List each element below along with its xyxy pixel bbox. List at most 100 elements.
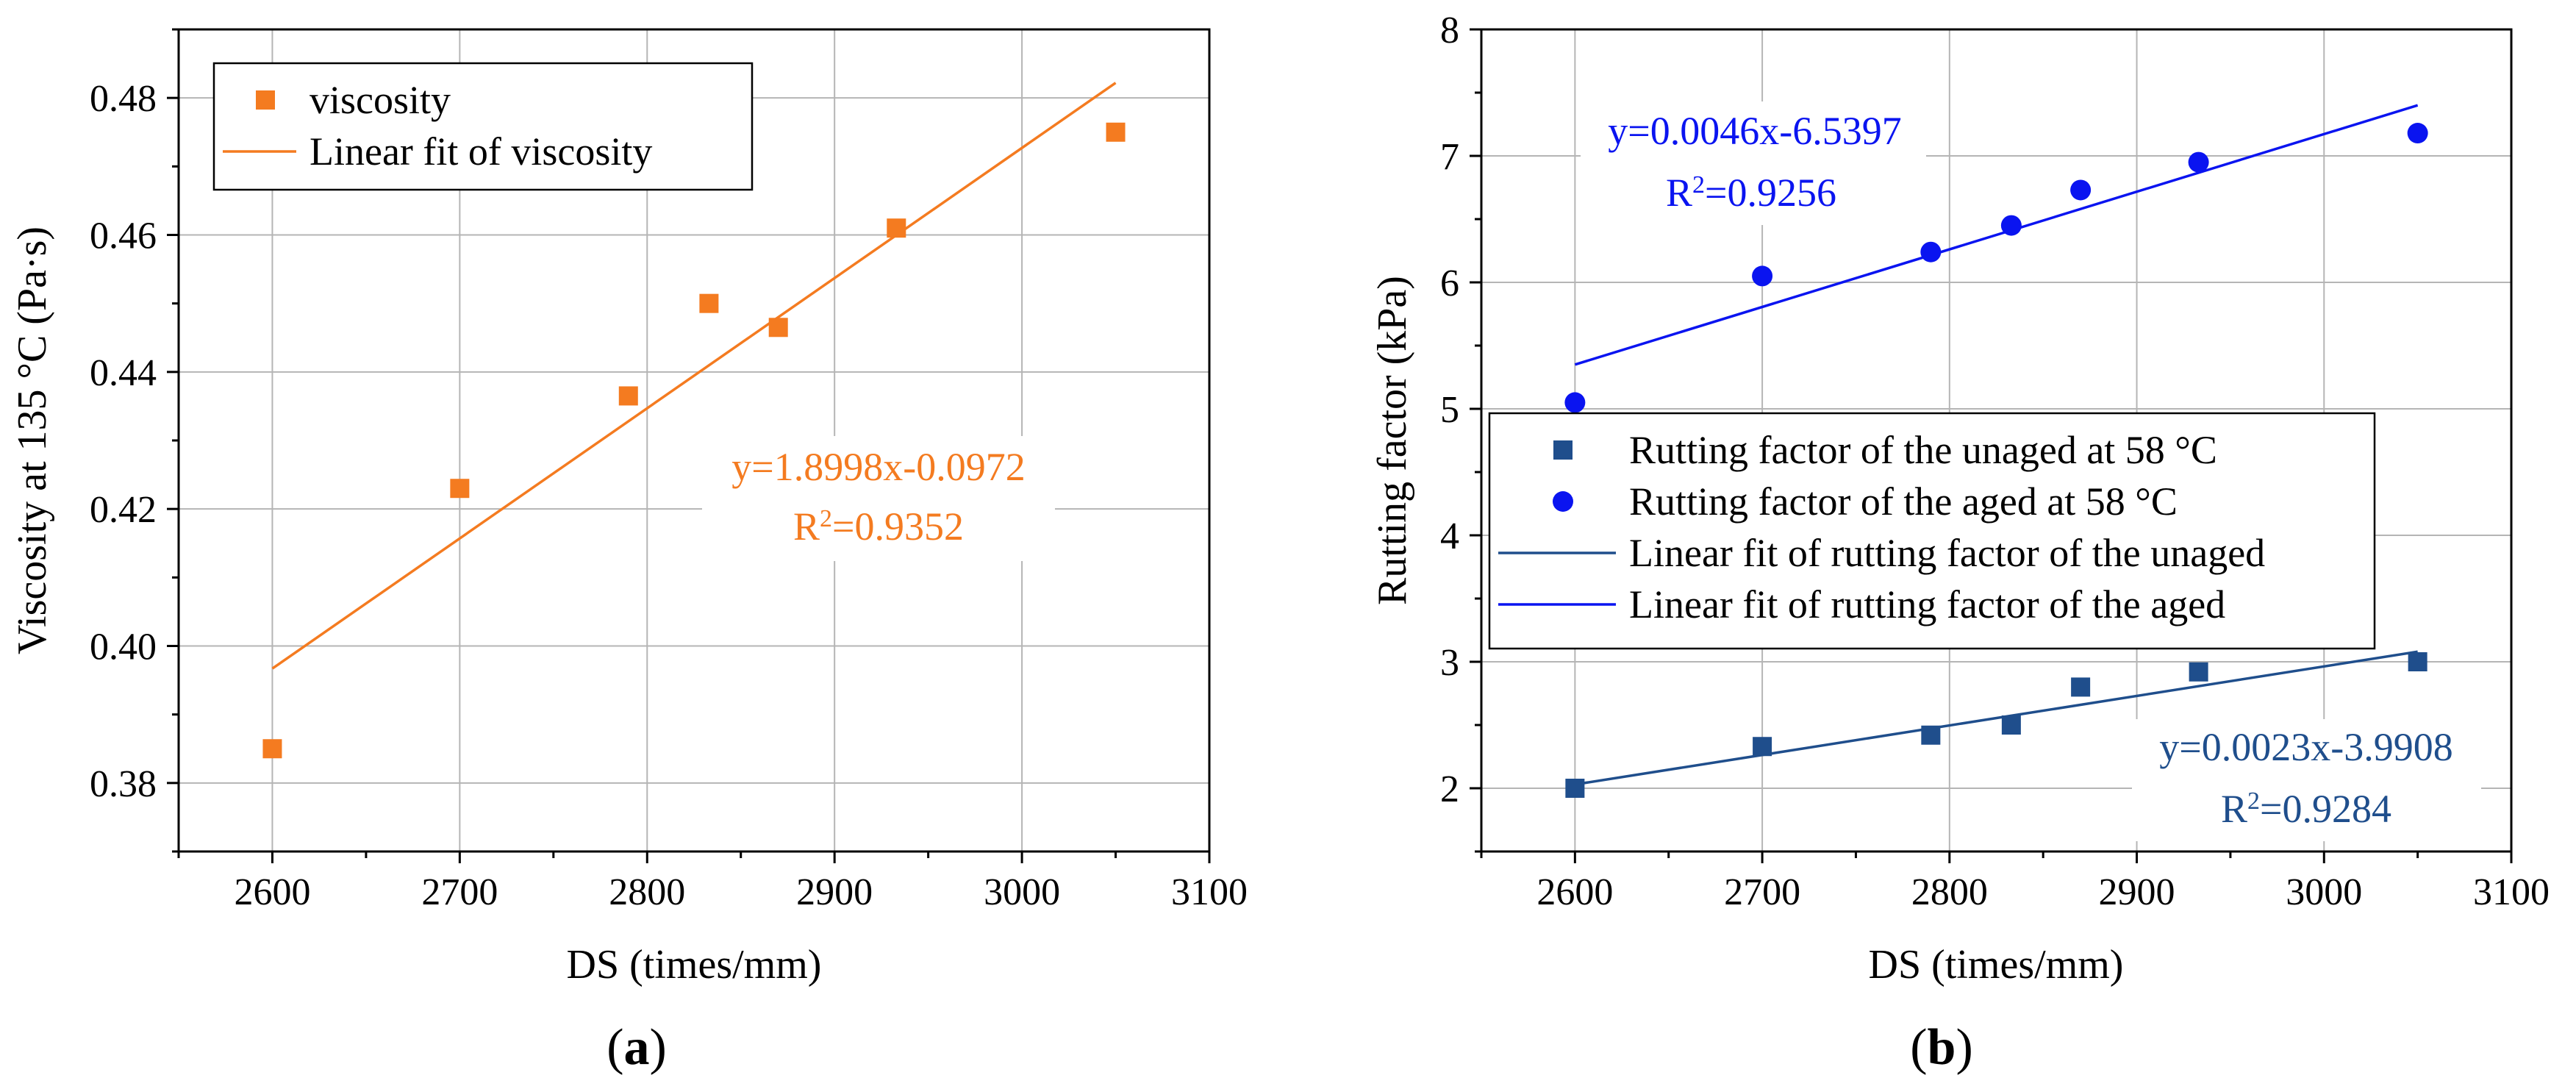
legend-label: Linear fit of rutting factor of the unag… [1629,531,2265,575]
y-tick-label: 3 [1440,642,1459,684]
panel-b-unaged-equation-box [2132,719,2481,841]
panel-b-x-tick-labels: 2600 2700 2800 2900 3000 3100 [1536,871,2550,913]
y-tick-label: 4 [1440,515,1459,557]
x-tick-label: 3000 [2286,871,2362,913]
x-tick-label: 2900 [2099,871,2175,913]
data-point-circle [1752,265,1773,287]
panel-a-equation: y=1.8998x-0.0972 [731,445,1025,489]
panel-b-unaged-r-prefix: R [2221,787,2247,831]
fit-line [1574,104,2419,366]
panel-b-ticks [1470,28,2513,863]
data-point-square [1106,122,1126,142]
panel-a-y-tick-labels: 0.38 0.40 0.42 0.44 0.46 0.48 [90,78,157,805]
x-tick-label: 3100 [2473,871,2550,913]
panel-b-y-axis-label: Rutting factor (kPa) [1370,276,1415,605]
panel-b-x-axis-label: DS (times/mm) [1869,942,2124,988]
fit-line [1575,650,2418,786]
x-tick-label: 3000 [984,871,1060,913]
panel-b-caption-letter: b [1928,1019,1956,1076]
data-point-circle [2188,151,2209,173]
data-point-square [1921,725,1941,745]
data-point-square [262,739,282,759]
panel-a-x-axis-label: DS (times/mm) [567,942,822,988]
x-tick-label: 2600 [234,871,310,913]
panel-b-aged-r-squared: R2=0.9256 [1666,171,1836,215]
panel-b-legend-box [1488,412,2376,650]
data-point-circle [2000,215,2022,236]
panel-a-plot-frame [177,28,1211,853]
panel-a-legend-box [212,62,754,191]
y-tick-label: 8 [1440,10,1459,51]
x-tick-label: 2700 [421,871,498,913]
panel-a-chart: 2600 2700 2800 2900 3000 3100 0.38 0.40 0.42 0.4… [10,28,1248,1076]
data-point-square [768,318,788,338]
panel-a-y-axis-label: Viscosity at 135 °C (Pa·s) [10,226,55,654]
x-tick-label: 2900 [796,871,873,913]
legend-label: viscosity [310,78,451,122]
data-point-square [2408,652,2427,671]
data-point-square [618,386,638,406]
panel-b-unaged-r-value: =0.9284 [2260,787,2391,831]
y-tick-label: 0.38 [90,763,157,805]
legend-label: Rutting factor of the aged at 58 °C [1629,479,2178,524]
panel-a-r-superscript: 2 [820,505,832,532]
data-point-circle [1564,392,1586,413]
x-tick-label: 3100 [1171,871,1248,913]
panel-a-r-prefix: R [793,504,820,549]
data-point-square [1753,737,1772,757]
panel-b-aged-r-value: =0.9256 [1705,171,1836,215]
panel-a-equation-box [702,436,1055,561]
data-point-square [1565,779,1585,798]
data-point-circle [2070,179,2092,201]
y-tick-label: 7 [1440,136,1459,178]
legend-square-symbol [1553,440,1573,460]
panel-b-caption: (b) [1910,1019,1973,1076]
panel-b-fit-lines [1574,104,2419,786]
panel-b-chart: 2600 2700 2800 2900 3000 3100 2 3 4 5 6 7 8 y=0.004… [1370,10,2550,1076]
data-point-square [2189,662,2208,682]
panel-b-legend: Rutting factor of the unaged at 58 °C Rut… [1488,412,2376,650]
legend-circle-symbol [1553,491,1573,512]
panel-b-unaged-r-superscript: 2 [2247,788,2260,815]
data-point-circle [2407,123,2428,144]
x-tick-label: 2800 [1911,871,1988,913]
data-point-square [887,218,906,238]
panel-b-y-tick-labels: 2 3 4 5 6 7 8 [1440,10,1459,810]
data-point-circle [1920,241,1942,263]
legend-label: Linear fit of rutting factor of the aged [1629,582,2225,626]
y-tick-label: 0.42 [90,489,157,531]
legend-square-symbol [256,90,275,110]
data-point-square [2001,715,2021,735]
panel-b-aged-equation: y=0.0046x-6.5397 [1608,109,1901,153]
data-point-square [450,479,470,499]
y-tick-label: 0.40 [90,626,157,668]
x-tick-label: 2700 [1724,871,1800,913]
panel-b-aged-r-superscript: 2 [1692,171,1705,199]
panel-a-legend: viscosity Linear fit of viscosity [212,62,754,191]
legend-label: Rutting factor of the unaged at 58 °C [1629,428,2217,472]
fit-line [271,82,1117,670]
legend-label: Linear fit of viscosity [310,129,652,174]
x-tick-label: 2600 [1536,871,1613,913]
panel-a-fit-lines [271,82,1117,670]
panel-a-data-points [262,122,1126,759]
y-tick-label: 0.48 [90,78,157,120]
y-tick-label: 0.44 [90,352,157,394]
panel-a-caption: (a) [607,1019,667,1076]
data-point-square [2071,677,2091,697]
panel-b-unaged-equation: y=0.0023x-3.9908 [2159,725,2452,769]
panel-b-unaged-r-squared: R2=0.9284 [2221,787,2391,831]
panel-b-plot-frame [1480,28,2513,853]
panel-b-aged-equation-box [1581,101,1926,225]
y-tick-label: 6 [1440,263,1459,304]
panel-a-caption-letter: a [624,1019,650,1076]
panel-b-aged-r-prefix: R [1666,171,1692,215]
y-tick-label: 5 [1440,389,1459,431]
panel-a-r-squared: R2=0.9352 [793,504,964,549]
panel-a-x-tick-labels: 2600 2700 2800 2900 3000 3100 [234,871,1248,913]
panel-b-data-points [1564,123,2428,798]
y-tick-label: 2 [1440,768,1459,810]
data-point-square [699,293,719,313]
panel-a-r-value: =0.9352 [832,504,964,549]
